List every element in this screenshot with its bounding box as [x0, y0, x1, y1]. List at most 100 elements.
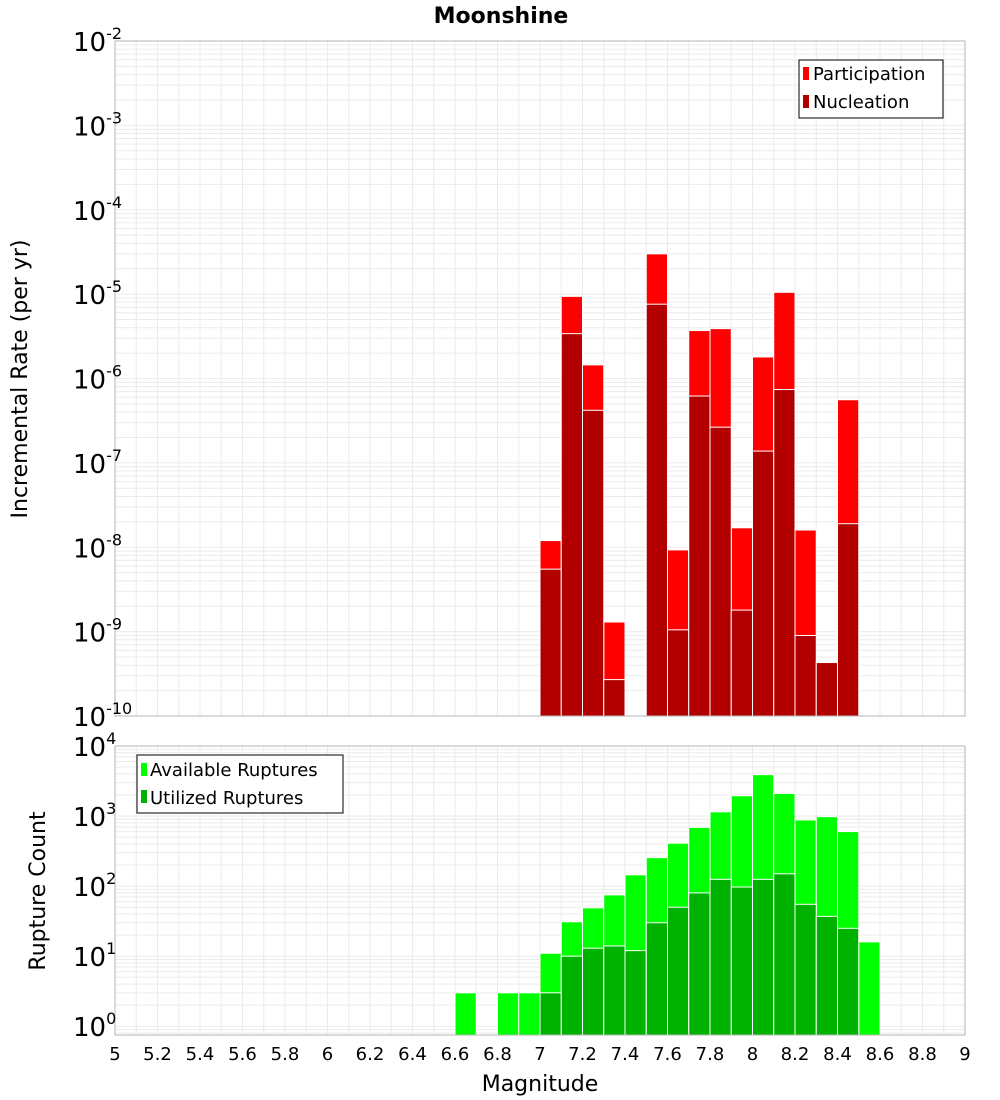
nucleation-bar — [730, 609, 753, 717]
count-y-axis-label: Rupture Count — [26, 811, 51, 971]
nucleation-bar — [539, 568, 562, 717]
x-tick-label: 6.2 — [356, 1044, 385, 1065]
utilized-ruptures-bar — [773, 873, 796, 1036]
count-y-tick-label: 103 — [73, 799, 116, 833]
utilized-ruptures-bar — [645, 922, 668, 1036]
utilized-ruptures-bar — [582, 947, 605, 1036]
rate-y-tick-base: 10 — [73, 28, 106, 58]
utilized-ruptures-legend-swatch — [141, 790, 147, 803]
rate-y-tick-exponent: -6 — [106, 362, 122, 381]
x-tick-label: 7.4 — [611, 1044, 640, 1065]
x-tick-label: 7.6 — [653, 1044, 682, 1065]
count-y-tick-base: 10 — [73, 943, 106, 973]
available-ruptures-legend-label: Available Ruptures — [150, 760, 318, 781]
nucleation-bar — [815, 662, 838, 717]
rate-y-tick-exponent: -9 — [106, 615, 122, 634]
rate-y-tick-label: 10-10 — [73, 699, 132, 733]
rate-y-tick-base: 10 — [73, 619, 106, 649]
rate-y-tick-exponent: -8 — [106, 530, 122, 549]
count-y-tick-base: 10 — [73, 733, 106, 763]
rate-y-tick-exponent: -5 — [106, 277, 122, 296]
count-y-tick-label: 100 — [73, 1009, 116, 1043]
utilized-ruptures-bar — [794, 903, 817, 1036]
nucleation-bar — [688, 395, 711, 717]
rate-y-tick-label: 10-2 — [73, 24, 122, 58]
nucleation-bar — [794, 634, 817, 717]
utilized-ruptures-bar — [667, 906, 690, 1036]
rate-legend: Participation Nucleation — [798, 59, 944, 119]
rate-y-tick-exponent: -2 — [106, 24, 122, 43]
available-ruptures-bar — [454, 992, 477, 1036]
rate-y-tick-exponent: -10 — [106, 699, 132, 718]
utilized-ruptures-bar — [752, 878, 775, 1036]
rate-y-tick-label: 10-9 — [73, 615, 122, 649]
count-y-tick-label: 104 — [73, 729, 116, 763]
x-tick-label: 7 — [534, 1044, 545, 1065]
x-tick-label: 6.6 — [441, 1044, 470, 1065]
nucleation-bar — [560, 333, 583, 717]
nucleation-legend-swatch — [803, 95, 809, 108]
count-y-tick-exponent: 0 — [106, 1009, 116, 1028]
rate-y-tick-label: 10-8 — [73, 530, 122, 564]
nucleation-legend-label: Nucleation — [813, 92, 909, 113]
rate-y-tick-exponent: -3 — [106, 108, 122, 127]
x-tick-label: 5.4 — [186, 1044, 215, 1065]
count-y-tick-exponent: 2 — [106, 869, 116, 888]
x-tick-label: 8.6 — [866, 1044, 895, 1065]
utilized-ruptures-bar — [603, 945, 626, 1036]
count-y-tick-exponent: 3 — [106, 799, 116, 818]
rate-y-tick-base: 10 — [73, 281, 106, 311]
nucleation-bar — [645, 303, 668, 717]
x-tick-label: 6.4 — [398, 1044, 427, 1065]
utilized-ruptures-bar — [539, 992, 562, 1036]
utilized-ruptures-bar — [709, 878, 732, 1036]
x-tick-label: 8.8 — [908, 1044, 937, 1065]
nucleation-bar — [603, 679, 626, 717]
x-tick-label: 7.8 — [696, 1044, 725, 1065]
rate-y-tick-exponent: -7 — [106, 446, 122, 465]
nucleation-bar — [773, 389, 796, 717]
chart-title: Moonshine — [434, 4, 569, 29]
x-tick-label: 8.4 — [823, 1044, 852, 1065]
count-y-tick-exponent: 4 — [106, 729, 116, 748]
utilized-ruptures-legend-label: Utilized Ruptures — [150, 788, 303, 809]
rate-y-tick-label: 10-3 — [73, 108, 122, 142]
utilized-ruptures-bar — [624, 950, 647, 1036]
available-ruptures-legend-swatch — [141, 763, 147, 776]
x-tick-label: 8 — [747, 1044, 758, 1065]
rate-plot-frame — [114, 40, 966, 717]
x-tick-label: 5 — [109, 1044, 120, 1065]
x-tick-label: 9 — [959, 1044, 970, 1065]
nucleation-bar — [667, 629, 690, 717]
count-y-tick-base: 10 — [73, 873, 106, 903]
x-tick-label: 6 — [322, 1044, 333, 1065]
x-axis-label: Magnitude — [482, 1072, 599, 1097]
count-y-tick-base: 10 — [73, 1013, 106, 1043]
count-legend: Available Ruptures Utilized Ruptures — [136, 754, 344, 814]
available-ruptures-bar — [518, 992, 541, 1036]
x-tick-label: 5.6 — [228, 1044, 257, 1065]
nucleation-bar — [582, 409, 605, 717]
rate-y-tick-label: 10-7 — [73, 446, 122, 480]
utilized-ruptures-bar — [837, 927, 860, 1036]
participation-legend-label: Participation — [813, 64, 925, 85]
utilized-ruptures-bar — [815, 915, 838, 1036]
rate-y-tick-label: 10-5 — [73, 277, 122, 311]
count-y-tick-base: 10 — [73, 803, 106, 833]
rate-y-tick-base: 10 — [73, 450, 106, 480]
rate-y-tick-label: 10-4 — [73, 193, 122, 227]
x-tick-label: 7.2 — [568, 1044, 597, 1065]
nucleation-bar — [709, 426, 732, 717]
available-ruptures-bar — [858, 941, 881, 1036]
count-legend-box — [136, 754, 344, 814]
utilized-ruptures-bar — [560, 955, 583, 1036]
rate-y-tick-exponent: -4 — [106, 193, 122, 212]
rate-y-tick-label: 10-6 — [73, 362, 122, 396]
rate-y-tick-base: 10 — [73, 112, 106, 142]
rate-y-tick-base: 10 — [73, 703, 106, 733]
utilized-ruptures-bar — [730, 886, 753, 1036]
